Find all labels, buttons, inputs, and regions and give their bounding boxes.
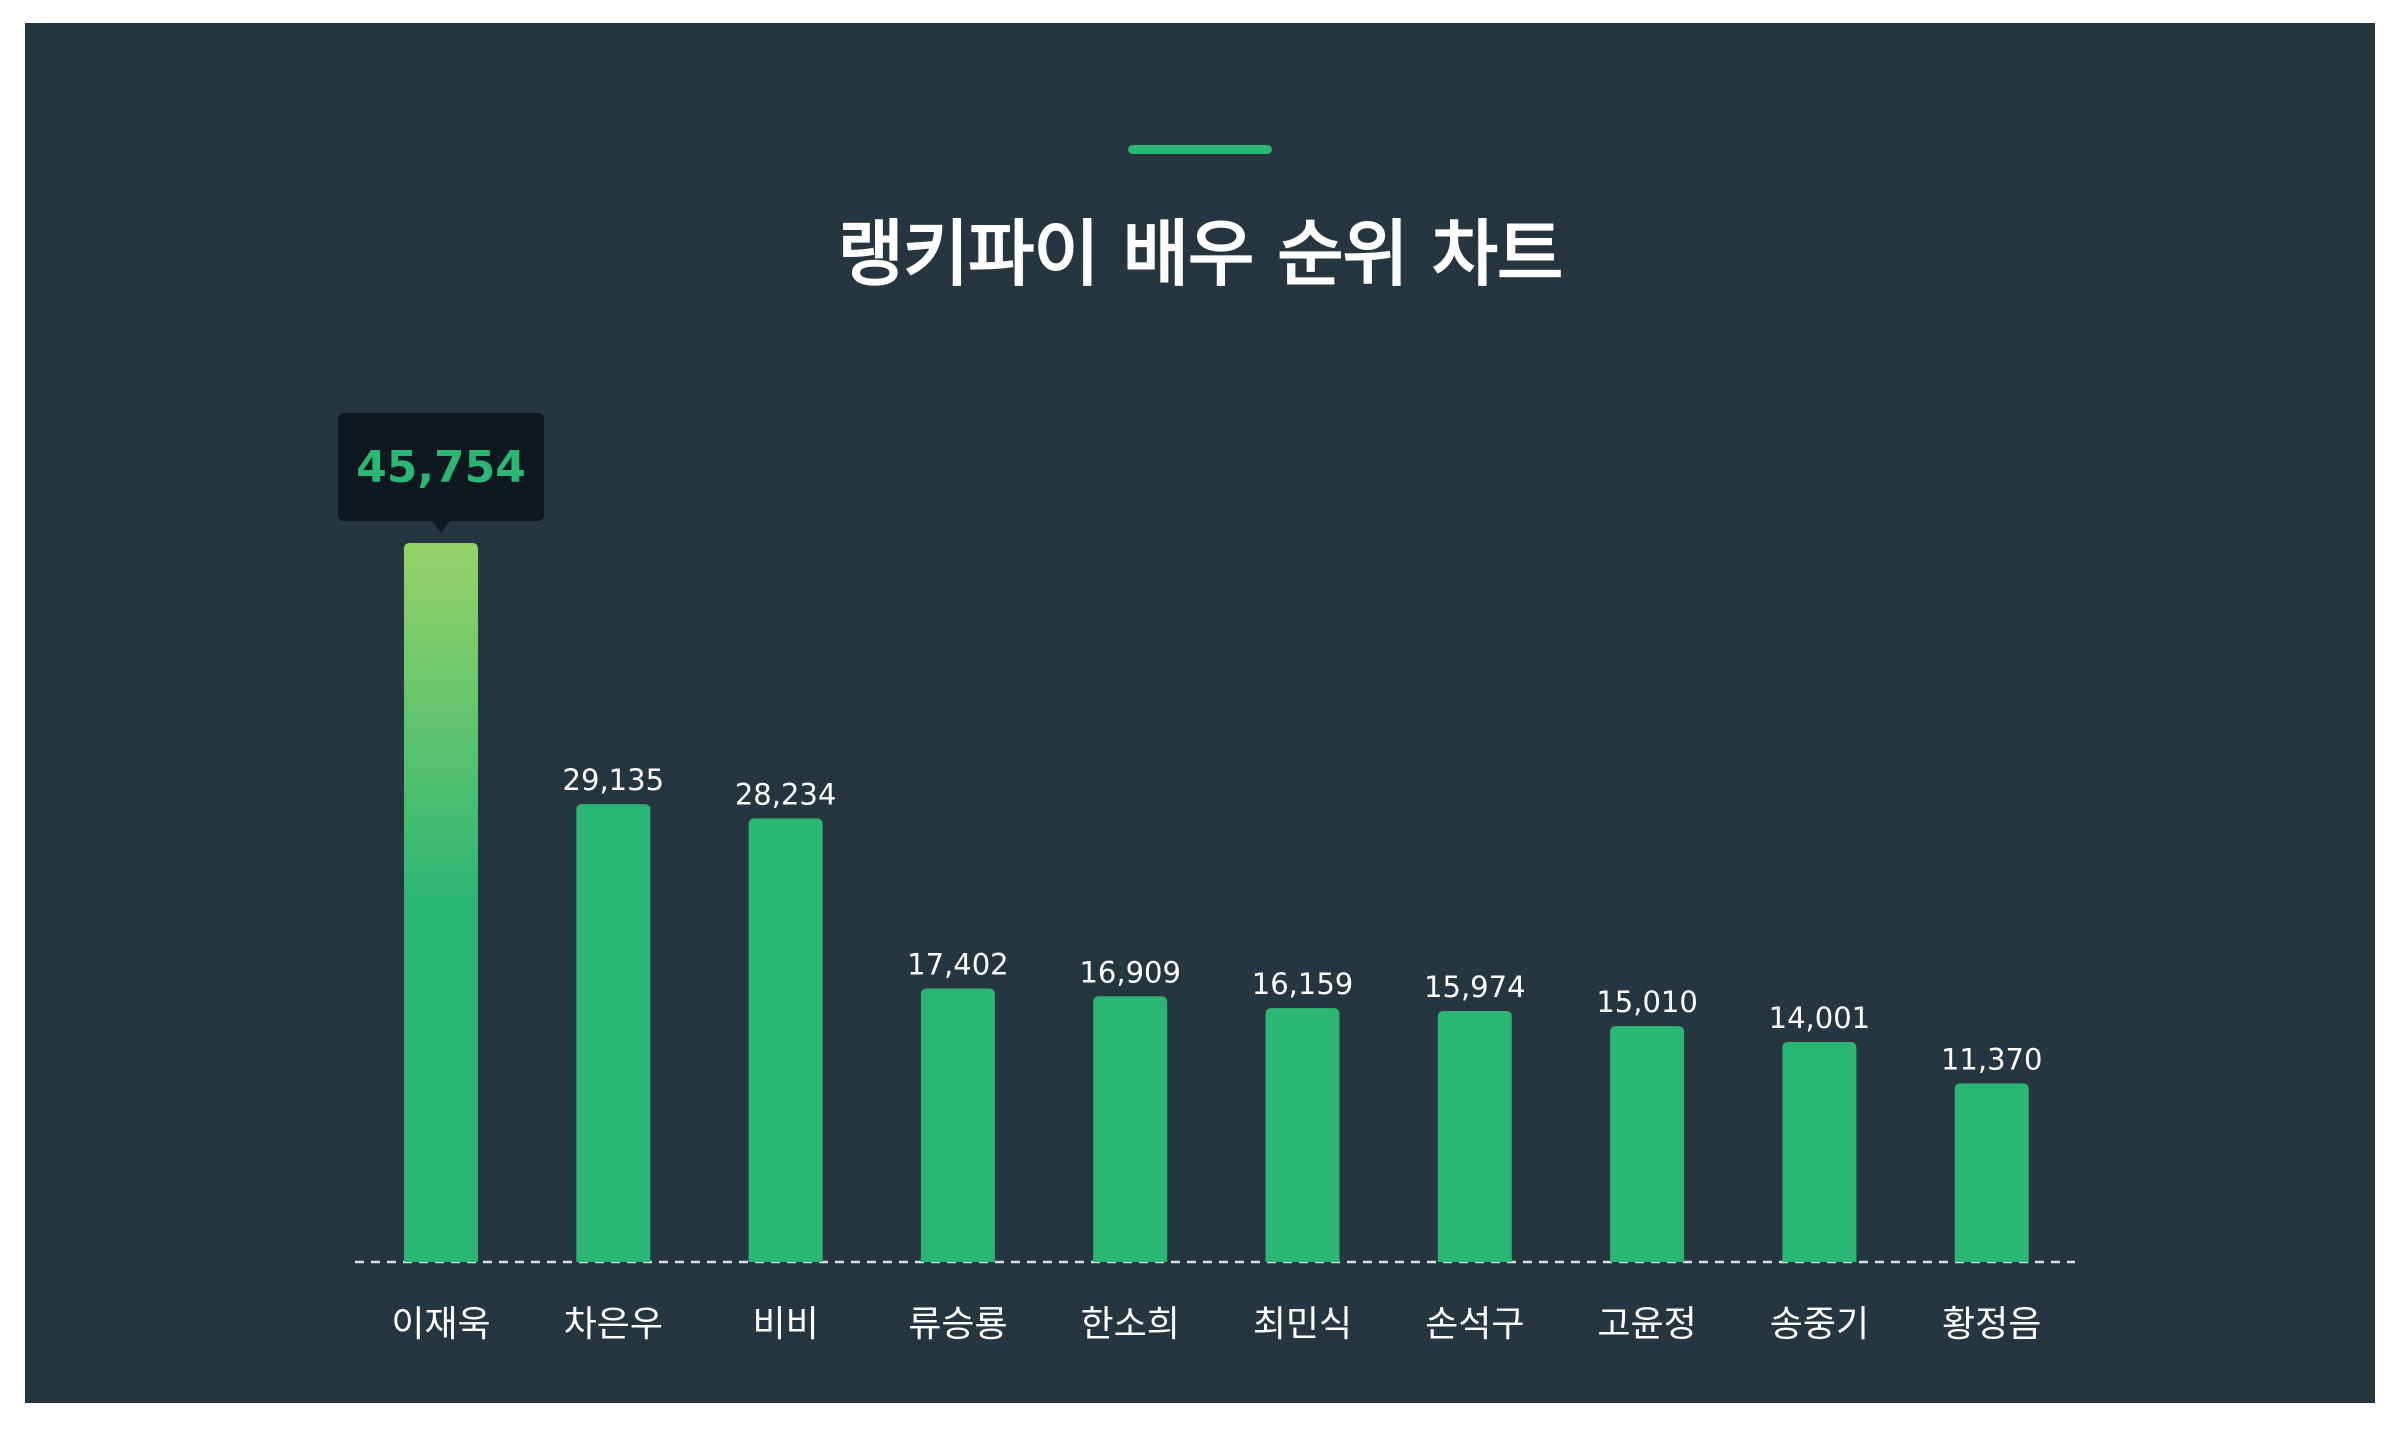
category-label: 고윤정	[1597, 1304, 1696, 1345]
bars-group: 45,754 이재욱 29,135 차은우 28,234 비비 17,402 류승룡 16,90…	[338, 413, 2042, 1345]
category-label: 이재욱	[391, 1304, 490, 1345]
bar[interactable]	[1610, 1026, 1685, 1262]
category-label: 송중기	[1770, 1304, 1869, 1345]
bar[interactable]	[1265, 1008, 1340, 1262]
bar-group: 28,234 비비	[735, 777, 836, 1345]
category-label: 한소희	[1081, 1304, 1180, 1345]
bar-group: 29,135 차은우	[563, 763, 664, 1345]
value-tooltip	[338, 413, 544, 521]
bar[interactable]	[576, 804, 651, 1262]
bar[interactable]	[1093, 996, 1168, 1262]
category-label: 최민식	[1253, 1304, 1352, 1345]
bar[interactable]	[1437, 1010, 1512, 1262]
category-label: 황정음	[1942, 1304, 2041, 1345]
bar[interactable]	[1782, 1041, 1857, 1262]
chart-title: 랭키파이 배우 순위 차트	[837, 212, 1564, 296]
tooltip-pointer	[432, 521, 450, 533]
category-label: 손석구	[1425, 1304, 1524, 1345]
value-label: 11,370	[1941, 1042, 2042, 1076]
value-label: 29,135	[563, 763, 664, 797]
bar-group: 15,974 손석구	[1424, 970, 1525, 1345]
value-label: 15,010	[1596, 985, 1697, 1019]
tooltip-value-label: 45,754	[356, 442, 526, 493]
value-label: 14,001	[1769, 1001, 1870, 1035]
bar-group: 45,754 이재욱	[338, 413, 544, 1345]
bar-group: 11,370 황정음	[1941, 1042, 2042, 1345]
bar-group: 16,159 최민식	[1252, 967, 1353, 1345]
bar-group: 16,909 한소희	[1079, 955, 1180, 1345]
bar[interactable]	[920, 988, 995, 1262]
bar[interactable]	[748, 818, 823, 1262]
category-label: 차은우	[564, 1304, 663, 1345]
title-accent-line	[1128, 145, 1272, 154]
value-label: 17,402	[907, 948, 1008, 982]
bar[interactable]	[404, 543, 478, 1262]
value-label: 28,234	[735, 777, 836, 811]
bar[interactable]	[1954, 1083, 2029, 1262]
category-label: 비비	[752, 1304, 818, 1345]
bar-group: 14,001 송중기	[1769, 1001, 1870, 1345]
value-label: 16,159	[1252, 967, 1353, 1001]
bar-group: 17,402 류승룡	[907, 948, 1008, 1345]
category-label: 류승룡	[908, 1304, 1007, 1345]
value-label: 15,974	[1424, 970, 1525, 1004]
bar-group: 15,010 고윤정	[1596, 985, 1697, 1345]
value-label: 16,909	[1079, 955, 1180, 989]
